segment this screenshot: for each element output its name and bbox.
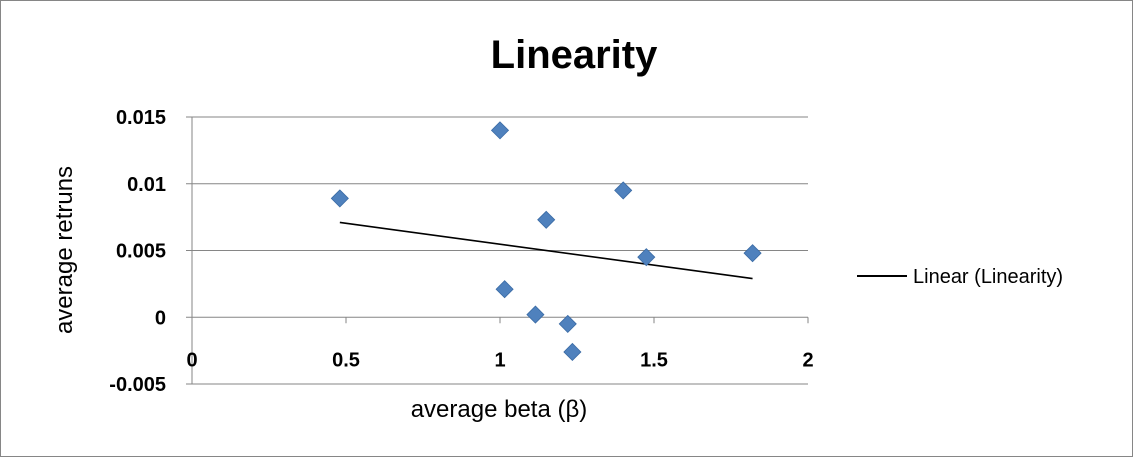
x-tick-label: 0: [186, 349, 197, 371]
legend: Linear (Linearity): [857, 266, 1063, 288]
data-point: [495, 280, 514, 299]
x-axis-title: average beta (β): [411, 396, 588, 423]
trendline-layer: [339, 221, 753, 280]
x-tick-label: 1: [494, 349, 505, 371]
y-tick-label: 0.005: [116, 241, 166, 263]
data-point: [558, 314, 577, 333]
data-point: [526, 305, 545, 324]
y-tick-label: 0.015: [116, 107, 166, 129]
y-tick-label: -0.005: [109, 374, 166, 396]
gridlines: [192, 116, 808, 385]
data-point: [637, 248, 656, 267]
y-tick-label: 0.01: [127, 174, 166, 196]
legend-label: Linear (Linearity): [913, 266, 1063, 288]
x-tick-label: 1.5: [640, 349, 668, 371]
chart-title: Linearity: [491, 33, 658, 77]
axes: [186, 116, 809, 385]
data-point: [614, 181, 633, 200]
data-point: [743, 244, 762, 263]
data-point: [563, 342, 582, 362]
data-point: [537, 210, 556, 229]
data-point: [490, 121, 510, 140]
y-axis-title: average retruns: [51, 166, 78, 334]
tick-labels: -0.005 0 0.005 0.01 0.015 0 0.5 1 1.5 2: [109, 107, 813, 396]
y-tick-label: 0: [155, 307, 166, 329]
x-tick-label: 2: [802, 349, 813, 371]
trendline: [339, 221, 753, 280]
data-point: [330, 189, 349, 208]
x-tick-label: 0.5: [332, 349, 360, 371]
data-points: [330, 121, 762, 362]
